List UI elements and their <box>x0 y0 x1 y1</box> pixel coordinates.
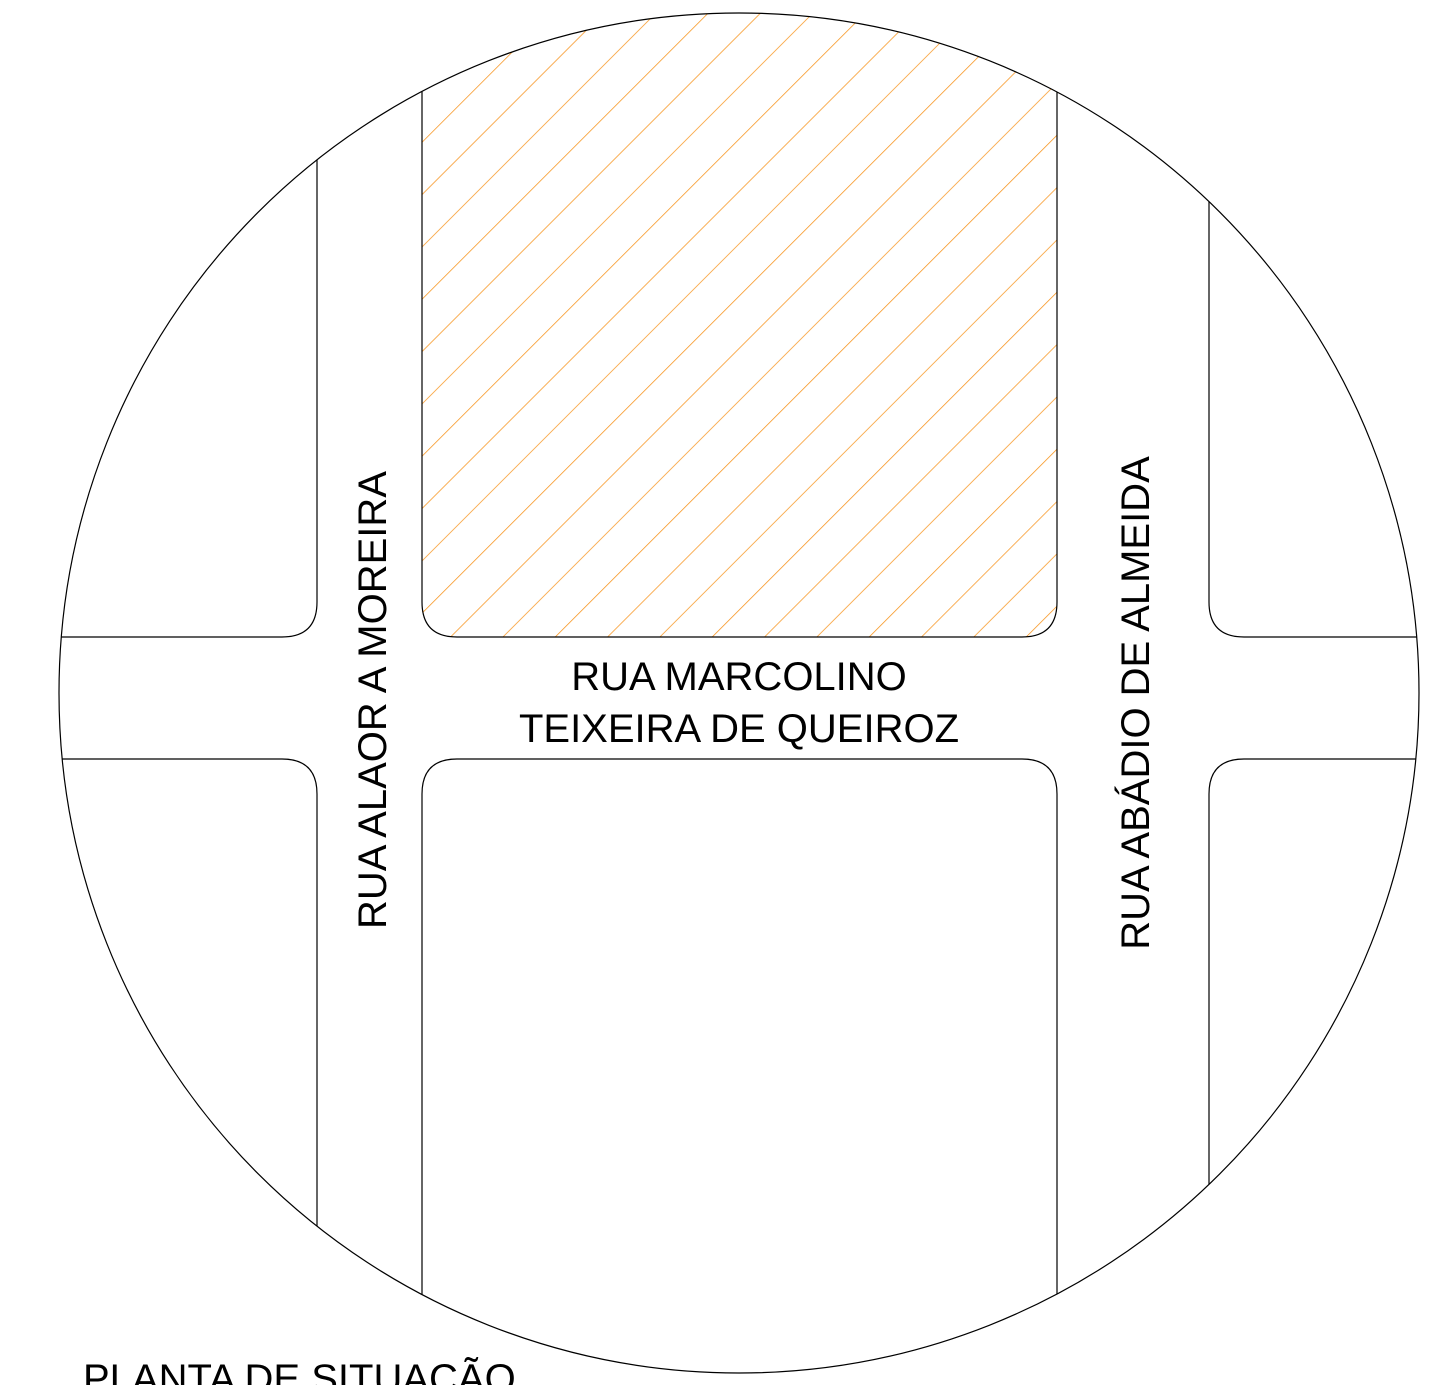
view-circle <box>58 12 1420 1374</box>
block-edge <box>421 13 1058 638</box>
street-label: RUA ABÁDIO DE ALMEIDA <box>1113 456 1158 950</box>
block-edge <box>59 13 318 638</box>
hatched-lot <box>422 13 1057 637</box>
block-edge <box>1208 13 1419 638</box>
street-label: RUA MARCOLINO <box>571 655 907 699</box>
block-edge <box>59 758 318 1373</box>
block-edge <box>1208 758 1419 1373</box>
street-label: TEIXEIRA DE QUEIROZ <box>519 707 959 751</box>
drawing-title: PLANTA DE SITUAÇÃO <box>83 1356 516 1385</box>
street-label: RUA ALAOR A MOREIRA <box>351 471 395 929</box>
block-edge <box>421 758 1058 1373</box>
